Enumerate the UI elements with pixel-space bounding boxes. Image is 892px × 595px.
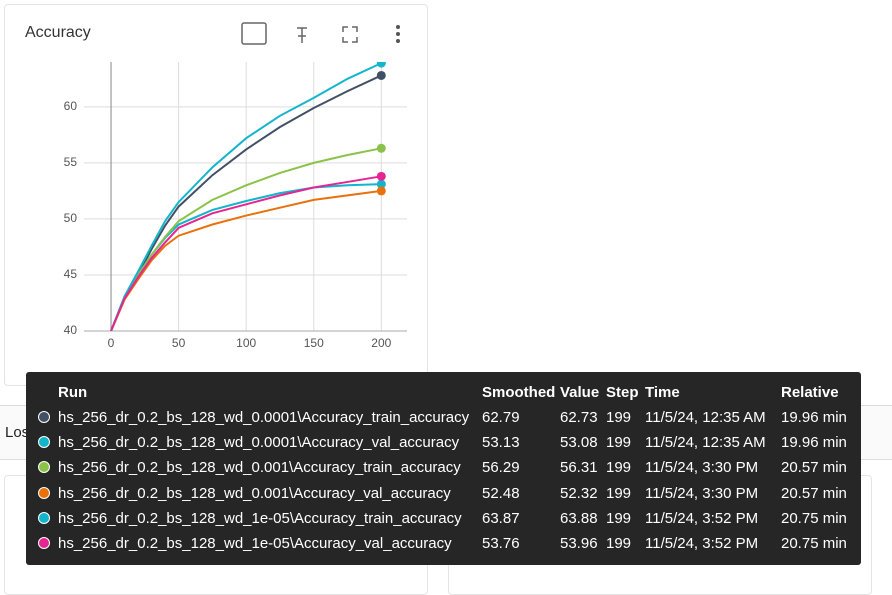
cell: 53.96 xyxy=(560,535,598,552)
cell: 199 xyxy=(606,459,632,477)
x-tick-label: 0 xyxy=(108,336,115,350)
cell: 19.96 min xyxy=(781,409,847,426)
cell: 199 xyxy=(606,484,632,502)
cell: 62.79 xyxy=(482,409,520,426)
column-header: Value xyxy=(560,384,600,401)
series-line xyxy=(110,175,382,331)
legend-dot xyxy=(38,537,50,549)
cell: 20.57 min xyxy=(781,484,847,502)
end-point xyxy=(376,186,386,196)
cell: hs_256_dr_0.2_bs_128_wd_0.001\Accuracy_v… xyxy=(58,484,451,502)
cell: hs_256_dr_0.2_bs_128_wd_1e-05\Accuracy_t… xyxy=(58,509,462,527)
page: Loss Loss/train Loss/train_epoch Accurac… xyxy=(0,4,892,595)
menu-icon[interactable] xyxy=(396,25,400,43)
chart: Accuracy 40 45 50 55 60 0 50 100 150 200 xyxy=(25,22,407,350)
y-tick-label: 60 xyxy=(64,99,78,113)
legend-dot xyxy=(38,436,50,449)
cell: 199 xyxy=(606,509,632,527)
y-tick-label: 45 xyxy=(64,267,78,281)
toggle-icon[interactable] xyxy=(241,22,267,45)
cell: 20.75 min xyxy=(781,509,847,527)
cell: 11/5/24, 3:52 PM xyxy=(645,535,759,552)
cell: hs_256_dr_0.2_bs_128_wd_0.0001\Accuracy_… xyxy=(58,409,470,426)
y-tick-label: 55 xyxy=(64,155,78,169)
y-tick-label: 40 xyxy=(64,323,78,337)
cell: 11/5/24, 3:52 PM xyxy=(645,509,759,527)
cell: 20.75 min xyxy=(781,535,847,552)
x-tick-label: 200 xyxy=(371,336,391,350)
cell: 53.08 xyxy=(560,434,598,452)
cell: 52.32 xyxy=(560,484,598,502)
legend-dot xyxy=(38,486,50,499)
cell: 199 xyxy=(606,434,632,452)
cell: 11/5/24, 3:30 PM xyxy=(645,484,759,502)
cell: 11/5/24, 12:35 AM xyxy=(645,434,766,452)
column-header: Relative xyxy=(781,384,839,401)
cell: hs_256_dr_0.2_bs_128_wd_0.0001\Accuracy_… xyxy=(58,434,460,452)
column-header: Run xyxy=(58,384,88,401)
x-tick-label: 50 xyxy=(172,336,186,350)
legend-dot xyxy=(38,461,50,474)
end-point xyxy=(376,171,386,181)
column-header: Step xyxy=(606,384,639,401)
cell: 53.76 xyxy=(482,535,520,552)
cell: 56.29 xyxy=(482,459,520,477)
chart-title: Accuracy xyxy=(25,24,91,41)
end-point xyxy=(376,179,386,189)
pin-icon[interactable] xyxy=(297,27,307,43)
cell: 62.73 xyxy=(560,409,598,426)
end-point xyxy=(376,62,386,68)
cell: 53.13 xyxy=(482,434,520,452)
cell: hs_256_dr_0.2_bs_128_wd_0.001\Accuracy_t… xyxy=(58,459,461,477)
series-line xyxy=(110,62,382,331)
cell: 63.87 xyxy=(482,509,520,527)
series-line xyxy=(110,147,382,331)
cell: hs_256_dr_0.2_bs_128_wd_1e-05\Accuracy_v… xyxy=(58,535,452,552)
cell: 11/5/24, 12:35 AM xyxy=(645,409,766,426)
legend-dot xyxy=(38,511,50,524)
end-point xyxy=(376,143,386,153)
legend-dot xyxy=(38,411,50,423)
column-header: Smoothed xyxy=(482,384,556,401)
cell: 20.57 min xyxy=(781,459,847,477)
cell: 199 xyxy=(606,535,632,552)
series-line xyxy=(110,189,382,331)
tooltip: Run Smoothed Value Step Time Relative hs_256_d… xyxy=(26,372,861,565)
end-point xyxy=(376,70,386,80)
column-header: Time xyxy=(645,384,680,401)
cell: 52.48 xyxy=(482,484,520,502)
cell: 56.31 xyxy=(560,459,598,477)
cell: 199 xyxy=(606,409,632,426)
y-tick-label: 50 xyxy=(64,211,78,225)
cell: 11/5/24, 3:30 PM xyxy=(645,459,759,477)
x-tick-label: 150 xyxy=(304,336,324,350)
x-tick-label: 100 xyxy=(236,336,256,350)
fullscreen-icon[interactable] xyxy=(342,26,358,43)
cell: 63.88 xyxy=(560,509,598,527)
cell: 19.96 min xyxy=(781,434,847,452)
toolbar xyxy=(241,22,358,45)
